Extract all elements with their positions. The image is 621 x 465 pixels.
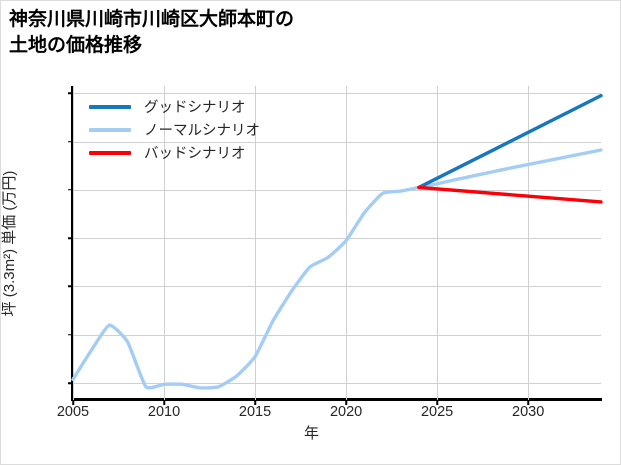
y-tick-mark	[68, 189, 73, 191]
page-title: 神奈川県川崎市川崎区大師本町の 土地の価格推移	[9, 9, 295, 56]
x-tick-label: 2015	[238, 404, 272, 420]
y-tick-mark	[68, 334, 73, 336]
y-tick-mark	[68, 382, 73, 384]
x-tick-mark	[254, 400, 256, 405]
gridline-vertical	[437, 86, 439, 400]
gridline-vertical	[255, 86, 257, 400]
x-tick-label: 2005	[56, 404, 90, 420]
x-tick-label: 2030	[512, 404, 545, 420]
gridline-horizontal	[73, 189, 601, 191]
x-tick-label: 2010	[147, 404, 181, 420]
legend-color-swatch	[89, 150, 131, 155]
legend-label: ノーマルシナリオ	[144, 123, 260, 139]
x-tick-mark	[345, 400, 347, 405]
gridline-horizontal	[73, 286, 601, 288]
y-tick-mark	[68, 92, 73, 94]
plot-area: 120140160180200220240 200520102015202020…	[57, 86, 603, 420]
legend-item[interactable]: バッドシナリオ	[89, 141, 260, 164]
y-axis-line	[71, 86, 74, 401]
x-tick-label: 2025	[420, 404, 454, 420]
y-tick-mark	[68, 140, 73, 143]
y-axis-label: 坪 (3.3m²) 単価 (万円)	[1, 170, 18, 317]
x-tick-mark	[163, 400, 165, 405]
legend-color-swatch	[89, 104, 131, 109]
gridline-vertical	[346, 86, 348, 400]
x-axis-line	[71, 398, 602, 401]
chart-legend: グッドシナリオ ノーマルシナリオ バッドシナリオ	[87, 93, 266, 166]
legend-label: グッドシナリオ	[144, 100, 246, 116]
legend-item[interactable]: グッドシナリオ	[89, 95, 260, 118]
gridline-horizontal	[73, 238, 601, 240]
x-axis-label: 年	[303, 425, 319, 442]
legend-label: バッドシナリオ	[144, 146, 246, 162]
x-tick-label: 2020	[329, 404, 363, 420]
gridline-horizontal	[73, 141, 601, 143]
y-tick-mark	[68, 285, 73, 288]
series-line	[417, 185, 603, 204]
series-lines	[71, 93, 603, 390]
x-tick-mark	[436, 400, 438, 405]
gridline-vertical	[73, 86, 74, 400]
series-line	[71, 148, 603, 390]
gridline-vertical	[528, 86, 530, 400]
y-tick-mark	[68, 237, 73, 239]
gridline-horizontal	[73, 334, 601, 336]
legend-item[interactable]: ノーマルシナリオ	[89, 118, 260, 141]
gridline-vertical	[164, 86, 166, 400]
gridline-horizontal	[73, 93, 601, 95]
gridline-horizontal	[73, 383, 601, 385]
series-line	[417, 93, 603, 190]
x-tick-mark	[72, 400, 74, 405]
x-tick-mark	[527, 400, 529, 405]
legend-color-swatch	[89, 127, 131, 132]
